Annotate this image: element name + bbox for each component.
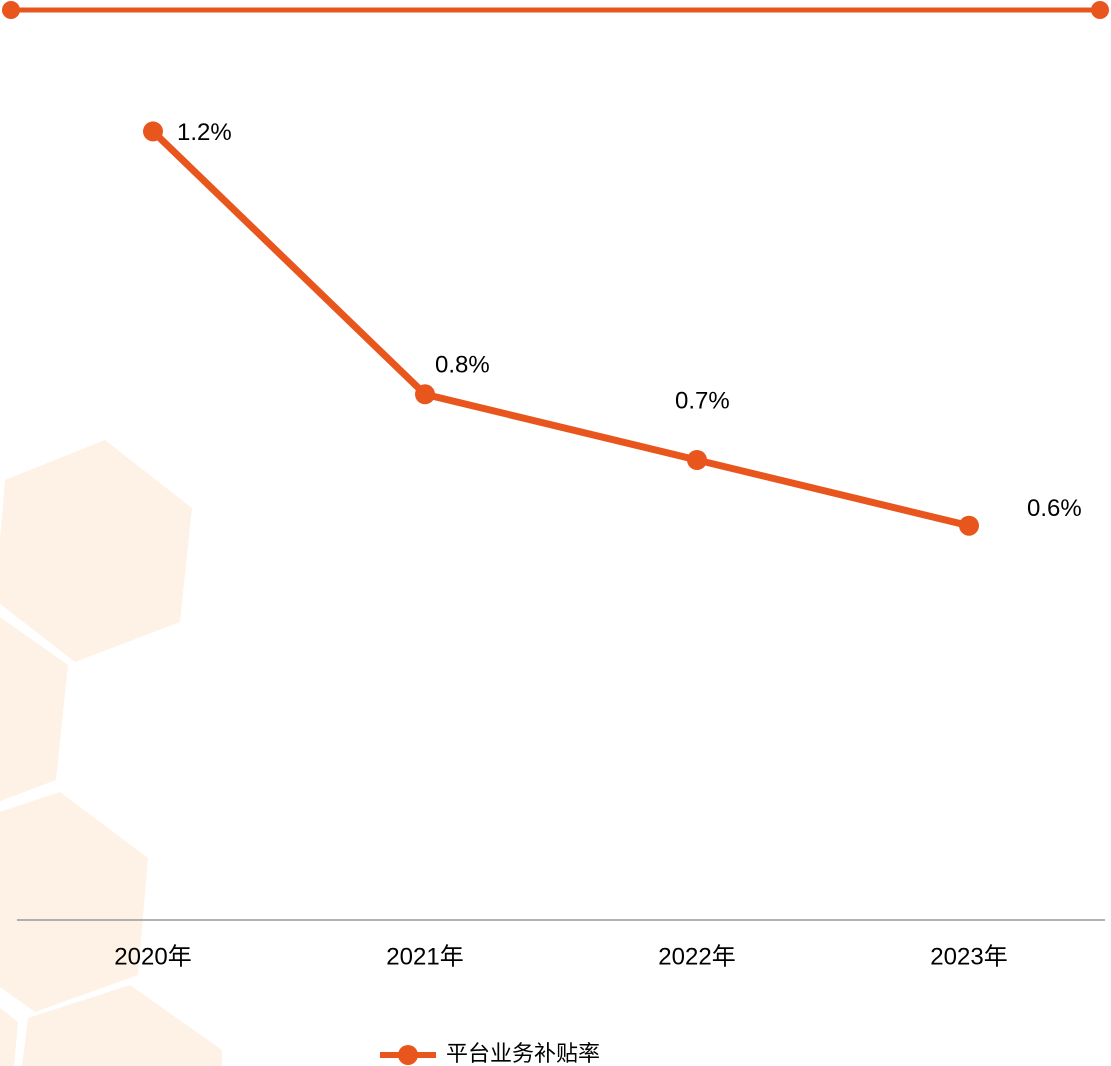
hexagon [0,440,192,662]
hexagon [0,1007,18,1066]
point [687,450,707,470]
point [959,515,979,536]
line [150,128,970,530]
point [143,121,163,142]
x-tick-label: 2022年 [658,943,735,970]
x-tick-label: 2020年 [114,943,191,970]
data-label: 0.8% [435,352,490,379]
x-tick-label: 2023年 [930,943,1007,970]
data-label: 0.7% [675,387,730,414]
legend-dot [398,1045,418,1065]
hexagon [0,617,68,802]
top-rule [2,1,1109,19]
data-label: 1.2% [177,119,232,146]
hexagon [22,985,222,1066]
x-tick-label: 2021年 [386,943,463,970]
background-hexagons [0,440,222,1066]
rule-dot [2,1,20,19]
data-label: 0.6% [1027,495,1082,522]
rule-dot [1091,1,1109,19]
hexagon [0,792,148,1012]
legend-label: 平台业务补贴率 [446,1041,600,1066]
point [415,384,435,405]
